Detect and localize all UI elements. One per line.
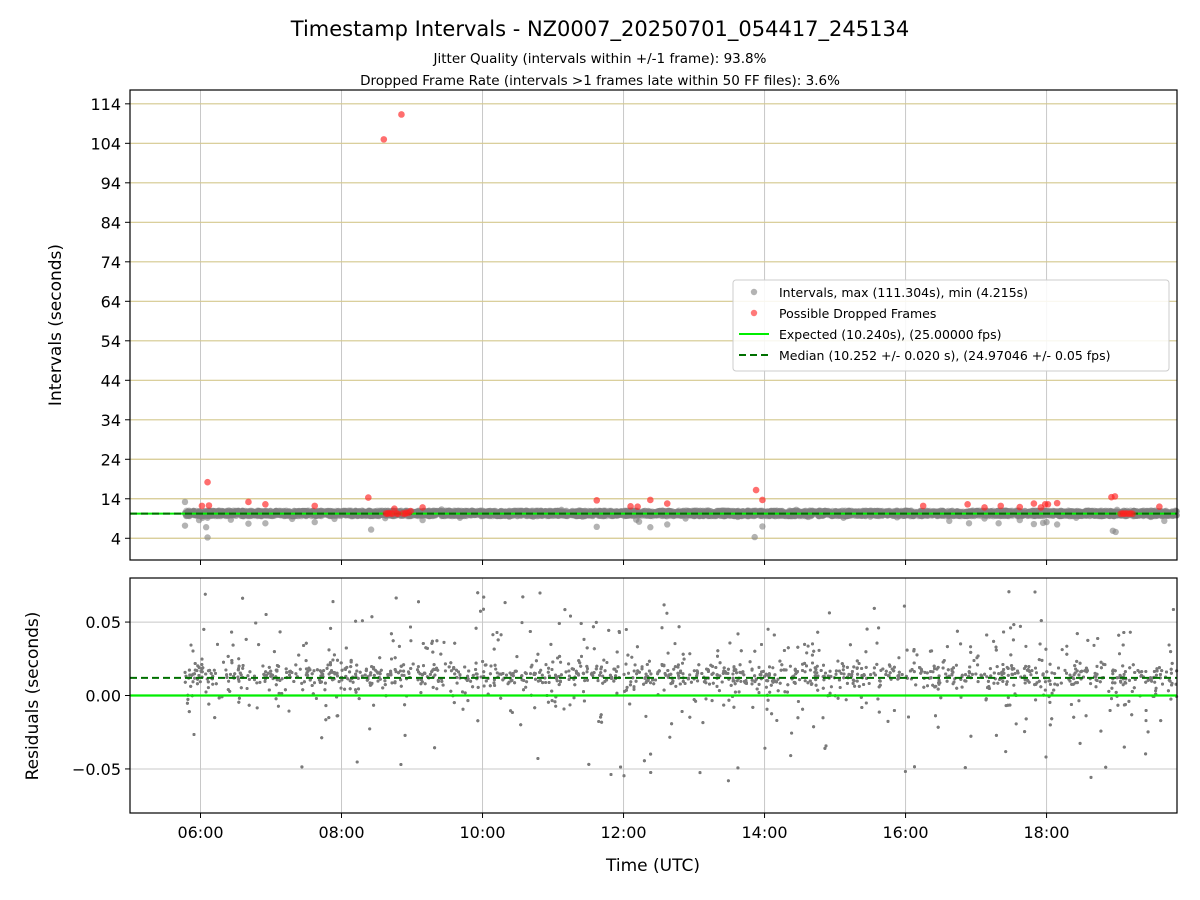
- interval-point: [793, 506, 800, 514]
- interval-point: [603, 509, 611, 516]
- interval-point: [840, 514, 847, 521]
- interval-point: [981, 515, 988, 522]
- interval-point: [558, 506, 565, 514]
- interval-point: [367, 526, 375, 533]
- interval-point: [311, 518, 318, 526]
- chart-subtitle-dropped: Dropped Frame Rate (intervals >1 frames …: [360, 73, 840, 89]
- interval-point: [288, 515, 296, 523]
- interval-point: [419, 516, 426, 524]
- interval-point: [682, 515, 689, 522]
- interval-point: [635, 518, 643, 525]
- interval-point: [456, 514, 464, 521]
- interval-point: [181, 522, 189, 529]
- interval-point: [181, 498, 189, 506]
- interval-point: [893, 514, 901, 521]
- interval-point: [593, 523, 600, 531]
- interval-point: [227, 516, 235, 523]
- chart-subtitle-jitter: Jitter Quality (intervals within +/-1 fr…: [433, 51, 767, 67]
- interval-point: [751, 533, 758, 541]
- interval-point: [647, 524, 654, 531]
- chart-title: Timestamp Intervals - NZ0007_20250701_05…: [290, 17, 909, 42]
- interval-point: [734, 513, 741, 521]
- interval-point: [330, 509, 337, 516]
- interval-point: [204, 514, 211, 521]
- interval-point: [946, 517, 953, 525]
- interval-point: [262, 520, 269, 527]
- interval-point: [805, 513, 812, 521]
- interval-point: [759, 523, 766, 530]
- interval-point: [202, 524, 210, 531]
- interval-point: [438, 506, 445, 513]
- interval-point: [965, 520, 973, 527]
- interval-point: [331, 515, 338, 523]
- interval-point: [697, 511, 705, 518]
- interval-point: [664, 521, 671, 528]
- interval-point: [204, 534, 211, 541]
- interval-point: [245, 520, 252, 527]
- interval-point: [756, 511, 764, 518]
